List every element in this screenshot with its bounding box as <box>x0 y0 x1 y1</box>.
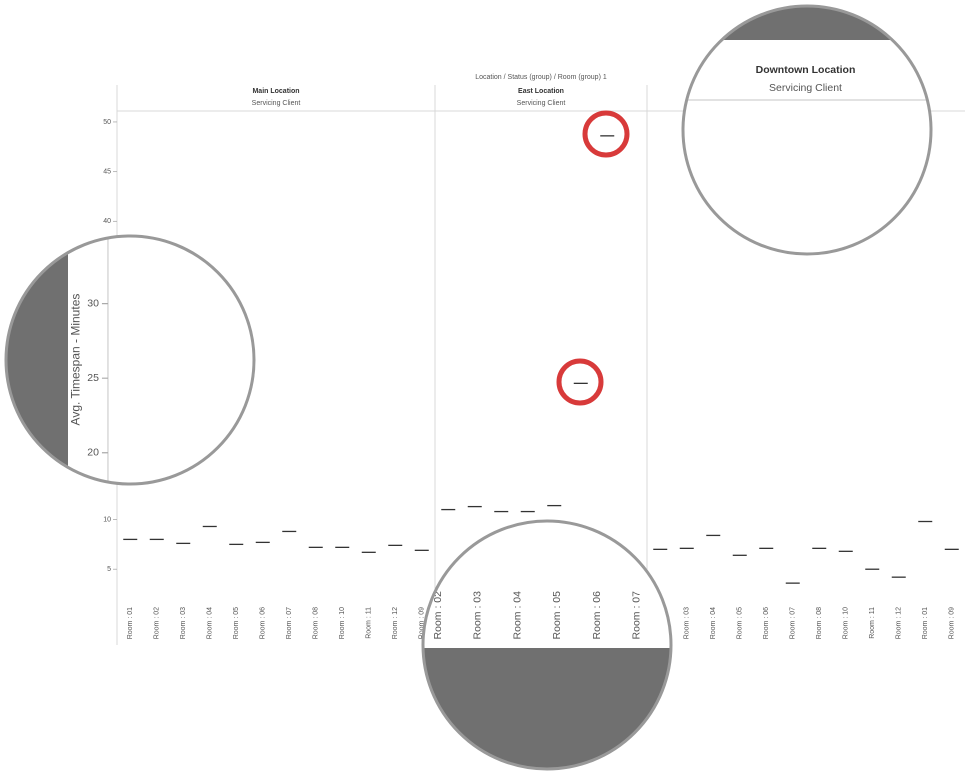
magnifier-ring <box>681 4 933 256</box>
highlight-circle <box>582 110 630 158</box>
x-tick-label: Room : 08 <box>816 607 823 639</box>
x-tick-label: Room : 12 <box>392 607 399 639</box>
panel-location: Main Location <box>252 88 299 95</box>
magnifier-ring <box>4 234 256 486</box>
x-tick-label: Room : 11 <box>366 607 373 639</box>
x-tick-label: Room : 03 <box>684 607 691 639</box>
panel-location: East Location <box>518 88 564 95</box>
magnifier-ring <box>421 519 673 771</box>
x-tick-label: Room : 01 <box>922 607 929 639</box>
x-tick-label: Room : 04 <box>710 607 717 639</box>
panel-status: Servicing Client <box>252 100 301 107</box>
x-tick-label: Room : 11 <box>869 607 876 639</box>
x-tick-label: Room : 07 <box>286 607 293 639</box>
x-tick-label: Room : 05 <box>737 607 744 639</box>
x-tick-label: Room : 06 <box>763 607 770 639</box>
chart-title: Location / Status (group) / Room (group)… <box>475 74 607 81</box>
y-tick-label: 10 <box>103 516 111 523</box>
highlight-circle <box>556 358 604 406</box>
panel-status: Servicing Client <box>517 100 566 107</box>
x-tick-label: Room : 05 <box>233 607 240 639</box>
x-tick-label: Room : 08 <box>313 607 320 639</box>
x-tick-label: Room : 06 <box>260 607 267 639</box>
y-tick-label: 45 <box>103 168 111 175</box>
x-tick-label: Room : 03 <box>180 607 187 639</box>
y-tick-label: 50 <box>103 119 111 126</box>
x-tick-label: Room : 04 <box>207 607 214 639</box>
x-tick-label: Room : 09 <box>419 607 426 639</box>
x-tick-label: Room : 07 <box>790 607 797 639</box>
x-tick-label: Room : 01 <box>127 607 134 639</box>
x-tick-label: Room : 10 <box>843 607 850 639</box>
y-tick-label: 40 <box>103 218 111 225</box>
y-tick-label: 5 <box>107 566 111 573</box>
x-tick-label: Room : 10 <box>339 607 346 639</box>
x-tick-label: Room : 02 <box>154 607 161 639</box>
x-tick-label: Room : 09 <box>949 607 956 639</box>
x-tick-label: Room : 12 <box>896 607 903 639</box>
highlight-annotations <box>556 110 630 406</box>
